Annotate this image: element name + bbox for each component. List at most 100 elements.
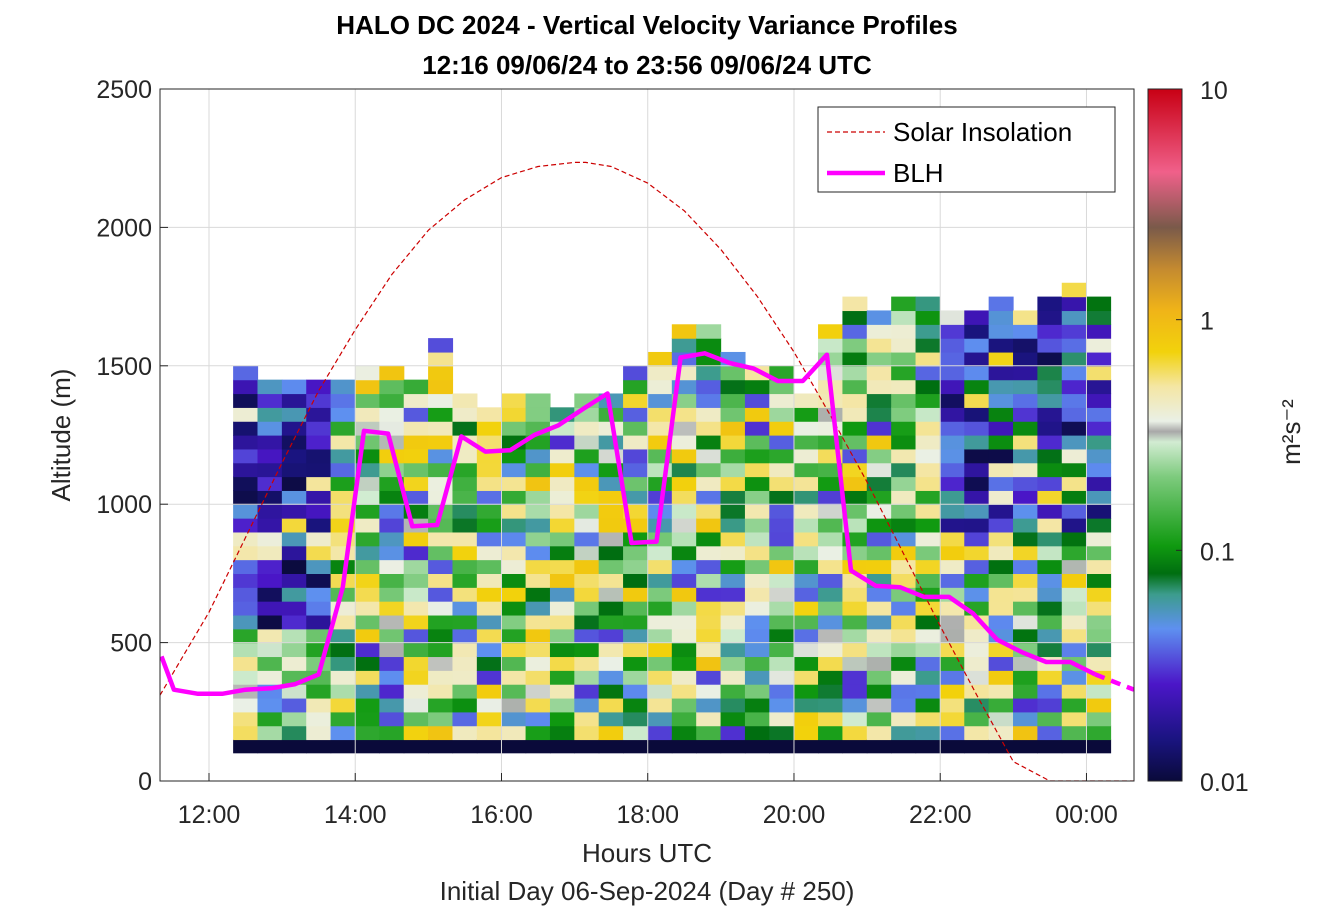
heatmap-cell [233,614,259,630]
heatmap-cell [696,490,722,505]
heatmap-cell [1037,393,1063,408]
heatmap-cell [964,587,990,602]
heatmap-cell [720,587,746,602]
heatmap-cell [257,614,283,630]
series-line-solar-insolation-0 [160,161,1134,781]
heatmap-cell [574,587,600,602]
heatmap-cell [915,628,941,644]
heatmap-cell [1086,435,1112,450]
heatmap-cell [842,435,868,450]
heatmap-cell [379,642,405,658]
heatmap-cell [501,656,527,671]
heatmap-cell [428,338,454,353]
heatmap-cell [647,490,673,505]
heatmap-cell [379,711,405,727]
heatmap-cell [623,614,649,630]
heatmap-cell [257,518,283,533]
heatmap-cell [842,656,868,671]
heatmap-cell [647,435,673,450]
heatmap-cell [842,697,868,713]
heatmap-cell [623,642,649,658]
heatmap-cell [866,601,892,616]
heatmap-cell [891,490,917,505]
heatmap-cell [623,379,649,395]
heatmap-cell [647,421,673,436]
heatmap-cell [891,407,917,422]
heatmap-cell [623,393,649,408]
heatmap-cell [818,531,844,547]
heatmap-cell [866,587,892,602]
heatmap-cell [452,697,478,713]
heatmap-cell [671,504,697,519]
heatmap-cell [818,725,844,741]
heatmap-cell [428,448,454,464]
heatmap-cell [233,393,259,408]
heatmap-cell [671,684,697,699]
heatmap-cell [379,490,405,505]
heatmap-cell [866,324,892,339]
heatmap-cell [501,670,527,685]
heatmap-cell [720,462,746,478]
heatmap-cell [330,462,356,478]
heatmap-cell [891,670,917,685]
heatmap-cell [476,684,502,699]
heatmap-cell [501,601,527,616]
heatmap-cell [720,490,746,505]
heatmap-cell [1013,421,1038,436]
heatmap-cell [1061,338,1087,353]
heatmap-cell [793,587,819,602]
heatmap-cell [915,435,941,450]
heatmap-cell [891,421,917,436]
heatmap-cell [574,697,600,713]
heatmap-cell [452,518,478,533]
heatmap-cell [720,421,746,436]
heatmap-cell [281,642,307,658]
heatmap-cell [696,421,722,436]
heatmap-cell [623,684,649,699]
heatmap-cell [939,614,965,630]
x-tick-label: 20:00 [763,801,826,829]
heatmap-cell [891,656,917,671]
heatmap-cell [696,365,722,381]
heatmap-cell [1061,421,1087,436]
heatmap-cell [1086,559,1112,574]
heatmap-cell [1086,656,1112,671]
heatmap-cell [1086,310,1112,325]
heatmap-cell [964,324,990,339]
heatmap-cell [574,739,600,754]
heatmap-cell [452,559,478,574]
heatmap-cell [744,531,770,547]
heatmap-cell [671,421,697,436]
heatmap-cell [696,545,722,561]
heatmap-cell [1037,407,1063,422]
heatmap-cell [744,476,770,491]
heatmap-cell [306,739,332,754]
heatmap-cell [842,711,868,727]
heatmap-cell [257,725,283,741]
colorbar: 0.01 0.1 1 10 m²s⁻² [1147,77,1306,797]
heatmap-cell [988,351,1014,367]
heatmap-cell [1086,421,1112,436]
heatmap-cell [647,739,673,754]
heatmap-cell [915,421,941,436]
heatmap-cell [939,421,965,436]
heatmap-cell [452,476,478,491]
heatmap-cell [964,573,990,588]
heatmap-cell [379,601,405,616]
heatmap-cell [769,628,795,644]
heatmap-cell [501,490,527,505]
heatmap-cell [257,407,283,422]
heatmap-cell [379,504,405,519]
heatmap-cell [939,462,965,478]
heatmap-cell [988,490,1014,505]
heatmap-cell [403,407,429,422]
heatmap-cell [476,628,502,644]
heatmap-cell [233,476,259,491]
heatmap-cell [1037,601,1063,616]
heatmap-cell [525,697,551,713]
heatmap-cell [354,711,380,727]
heatmap-cell [939,338,965,353]
heatmap-cell [525,462,551,478]
heatmap-cell [330,421,356,436]
